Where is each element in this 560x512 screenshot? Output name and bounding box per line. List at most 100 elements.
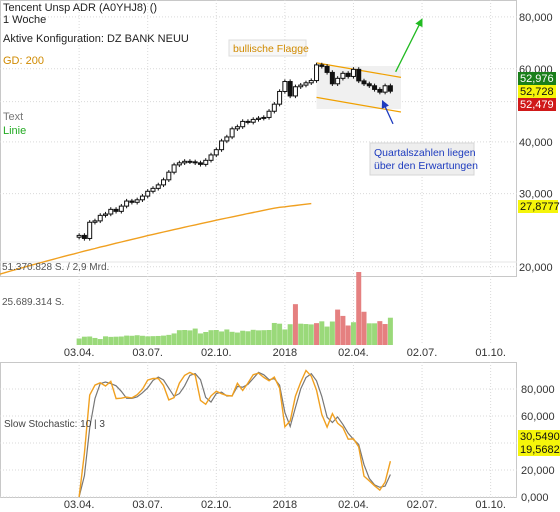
candle-body — [277, 90, 283, 105]
candle — [213, 147, 219, 158]
volume-bar — [113, 336, 119, 345]
volume-bar — [150, 336, 156, 345]
candle-body — [124, 200, 130, 207]
candle-body — [250, 118, 256, 123]
stochastic-x-tick-label: 02.10. — [201, 499, 232, 511]
text-label: Text — [3, 111, 23, 123]
volume-bar — [129, 335, 135, 345]
candle-body — [372, 85, 378, 90]
candle — [161, 177, 167, 188]
candle-body — [161, 179, 167, 186]
candle — [377, 87, 383, 95]
candle-body — [103, 213, 109, 216]
volume-bar — [250, 329, 256, 345]
price-grid — [0, 0, 517, 345]
candle — [345, 71, 351, 79]
ma-value-badge: 27,8777 — [518, 200, 560, 213]
volume-bar — [366, 323, 372, 345]
stochastic-y-tick-label: 20,000 — [521, 465, 555, 477]
price-x-tick-label: 03.07. — [132, 347, 163, 359]
candle — [176, 160, 182, 168]
candle-body — [387, 85, 393, 92]
candle-body — [145, 190, 151, 197]
candle — [224, 134, 230, 144]
mid-price-value: 52,728 — [520, 86, 554, 98]
quarterly-note-line2: über den Erwartungen — [374, 160, 478, 172]
stochastic-y-tick-label: 0,000 — [521, 492, 549, 504]
candle-body — [350, 68, 356, 77]
volume-total-label: 51.370.828 S. / 2,9 Mrd. — [2, 262, 109, 273]
candle — [124, 198, 130, 209]
candle-body — [76, 234, 82, 238]
candle-body — [335, 77, 341, 85]
candle-body — [182, 160, 188, 164]
candle — [271, 102, 277, 114]
candle-body — [240, 120, 246, 128]
candle-body — [97, 214, 103, 222]
volume-bar — [134, 335, 140, 345]
candle-body — [329, 71, 335, 85]
candle-body — [176, 162, 182, 166]
candle — [229, 126, 235, 140]
candle — [81, 233, 87, 241]
volume-bar — [203, 331, 209, 345]
gd-label: GD: 200 — [3, 55, 44, 67]
volume-bar — [345, 325, 351, 345]
price-y-tick-label: 20,000 — [519, 262, 553, 274]
volume-bar — [171, 333, 177, 345]
candle-body — [356, 68, 362, 82]
candle — [340, 71, 346, 81]
stochastic-x-tick-label: 2018 — [273, 499, 297, 511]
config-label: Aktive Konfiguration: DZ BANK NEUU — [3, 33, 189, 45]
volume-bar — [240, 330, 246, 345]
volume-bar — [161, 335, 167, 345]
volume-bar — [277, 323, 283, 345]
candle — [182, 159, 188, 166]
candle-body — [345, 72, 351, 77]
volume-bar — [118, 336, 124, 345]
candle-body — [81, 234, 87, 239]
candle-body — [308, 80, 314, 84]
candle — [277, 89, 283, 107]
candle-body — [292, 86, 298, 97]
candle — [234, 124, 240, 131]
candle-body — [377, 88, 383, 93]
candle — [245, 119, 251, 125]
volume-bar — [350, 322, 356, 345]
last-price-badge: 52,976 — [518, 72, 556, 85]
low-price-badge: 52,479 — [518, 98, 556, 111]
candle — [108, 207, 114, 217]
candle — [129, 198, 135, 205]
stochastic-panel-frame — [0, 362, 517, 498]
stochastic-label: Slow Stochastic: 10 | 3 — [4, 419, 105, 430]
volume-bar — [266, 330, 272, 345]
candle — [87, 220, 93, 241]
candle-body — [129, 200, 135, 203]
price-x-tick-label: 03.04. — [64, 347, 95, 359]
low-price-value: 52,479 — [520, 99, 554, 111]
candle — [382, 83, 388, 95]
stochastic-x-tick-label: 03.07. — [132, 499, 163, 511]
candle-body — [203, 159, 209, 165]
candle — [266, 109, 272, 120]
candle — [372, 83, 378, 92]
candle — [366, 81, 372, 88]
candle-body — [166, 171, 172, 181]
volume-bar — [287, 324, 293, 345]
candle-body — [298, 84, 304, 88]
volume-bar — [166, 334, 172, 345]
candle-body — [366, 83, 372, 87]
candle-body — [319, 64, 325, 67]
candle-body — [266, 110, 272, 118]
volume-bar — [256, 330, 261, 345]
volume-bar — [197, 333, 203, 345]
candle-body — [256, 117, 261, 120]
candle-body — [208, 154, 214, 161]
candle — [319, 62, 325, 69]
candle-body — [87, 221, 93, 239]
volume-bar — [213, 330, 219, 345]
volume-bar — [298, 323, 304, 345]
volume-bar — [192, 328, 198, 345]
